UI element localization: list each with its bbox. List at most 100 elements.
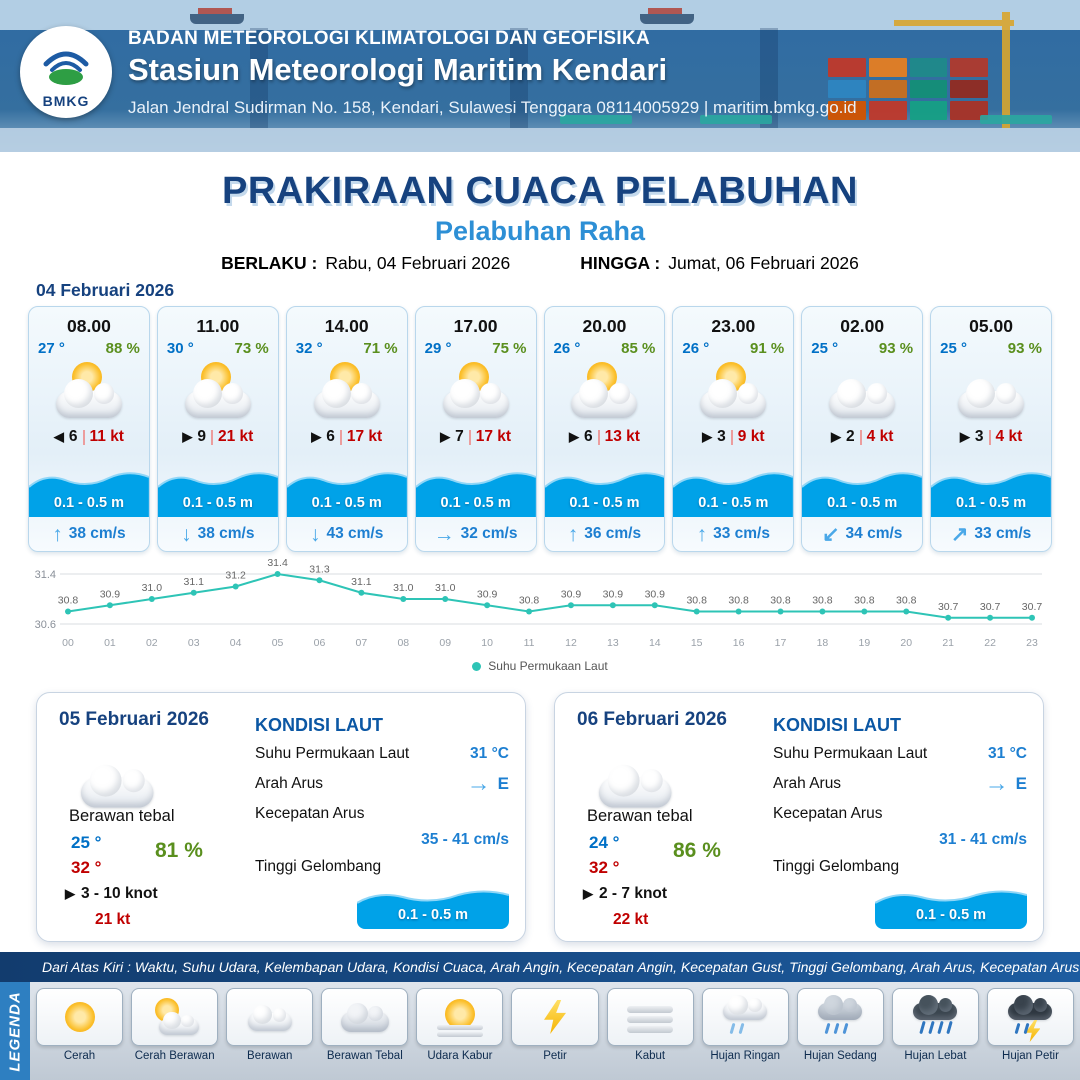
cloud-icon <box>958 378 1025 418</box>
cloud-icon <box>313 378 380 418</box>
sea-current-speed-value: 35 - 41 cm/s <box>421 831 509 848</box>
current-speed: 43 cm/s <box>326 525 384 542</box>
current-speed: 32 cm/s <box>460 525 518 542</box>
wind-separator <box>597 429 600 445</box>
bench-icon <box>980 115 1052 124</box>
berlaku-value: Rabu, 04 Februari 2026 <box>325 253 511 273</box>
slot-wind-row: ◀ 6 11 kt <box>29 428 149 446</box>
sea-sst-label: Suhu Permukaan Laut <box>255 745 410 762</box>
sea-current-direction-label: Arah Arus <box>255 775 324 792</box>
wave-height-band: 0.1 - 0.5 m <box>415 461 536 517</box>
bmkg-logo-text: BMKG <box>42 93 90 109</box>
day-wind-gust: 21 kt <box>95 911 131 928</box>
sea-sst-row: Suhu Permukaan Laut 31 °C <box>255 745 509 763</box>
slot-time: 17.00 <box>453 316 498 336</box>
slot-current-row: ↙ 34 cm/s <box>802 517 922 551</box>
sea-sst-value: 31 °C <box>988 745 1027 762</box>
legend-item: Petir <box>511 988 599 1062</box>
slot-time: 14.00 <box>324 316 369 336</box>
current-speed: 36 cm/s <box>584 525 642 542</box>
svg-text:30.9: 30.9 <box>477 588 498 600</box>
wind-gust: 21 kt <box>217 428 254 445</box>
slot-current-row: ↗ 33 cm/s <box>931 517 1051 551</box>
wind-gust: 4 kt <box>866 428 894 445</box>
svg-text:00: 00 <box>62 637 74 649</box>
legend-weather-icon <box>336 995 394 1039</box>
legend-label: Berawan Tebal <box>326 1050 403 1062</box>
day-condition: Berawan tebal <box>69 807 175 825</box>
current-direction-icon: ↙ <box>821 522 840 546</box>
day-date: 06 Februari 2026 <box>577 709 727 730</box>
legend-title-strip: LEGENDA <box>0 982 30 1080</box>
legend-weather-icon <box>51 995 109 1039</box>
slot-humidity: 91 % <box>750 340 785 357</box>
wave-shape <box>875 890 1027 929</box>
slot-temperature: 27 ° <box>38 340 65 357</box>
cloud-icon <box>723 995 768 1020</box>
svg-text:13: 13 <box>607 637 619 649</box>
current-speed: 34 cm/s <box>845 525 903 542</box>
wind-speed: 3 <box>974 428 984 445</box>
svg-text:09: 09 <box>439 637 451 649</box>
legend-label: Hujan Lebat <box>904 1050 967 1062</box>
wind-separator <box>859 429 862 445</box>
ship-icon <box>640 8 694 24</box>
legend-label: Hujan Sedang <box>803 1050 877 1062</box>
slot-current-row: → 32 cm/s <box>416 517 536 551</box>
legend-weather-icon <box>1001 995 1059 1042</box>
forecast-slot-card: 23.00 26 ° 91 % ▶ 3 9 kt 0.1 - 0.5 m <box>672 306 795 552</box>
cloud-icon <box>829 378 896 418</box>
cloud-icon <box>80 764 154 808</box>
svg-text:06: 06 <box>314 637 326 649</box>
sea-current-speed-label: Kecepatan Arus <box>773 805 883 822</box>
legend-item: Berawan <box>226 988 314 1062</box>
ship-icon <box>190 8 244 24</box>
slot-temperature: 26 ° <box>682 340 710 357</box>
legend-weather-icon <box>431 992 489 1039</box>
wave-shape <box>357 890 509 929</box>
current-direction-icon: ↗ <box>950 522 969 546</box>
wave-shape <box>802 472 923 517</box>
legend-icon-box <box>606 988 694 1046</box>
slot-temp-humidity-row: 32 ° 71 % <box>287 337 407 357</box>
wave-height-band: 0.1 - 0.5 m <box>29 461 149 517</box>
current-direction-icon: → <box>984 770 1009 797</box>
slot-time: 23.00 <box>711 316 756 336</box>
svg-text:30.8: 30.8 <box>686 595 707 607</box>
validity-row: BERLAKU : Rabu, 04 Februari 2026 HINGGA :… <box>0 253 1080 274</box>
containers-icon <box>828 58 988 120</box>
sea-wave-row: Tinggi Gelombang <box>773 858 1027 876</box>
day-wind-row: ▶ 3 - 10 knot <box>65 885 158 903</box>
station-address: Jalan Jendral Sudirman No. 158, Kendari,… <box>128 98 857 117</box>
day-forecast-card: 06 Februari 2026 Berawan tebal 24 ° 32 °… <box>554 692 1044 942</box>
day-wind-range: 2 - 7 knot <box>599 885 668 902</box>
wave-height-band: 0.1 - 0.5 m <box>673 461 794 517</box>
legend-label: Udara Kabur <box>427 1050 493 1062</box>
weather-icon <box>589 746 681 810</box>
slot-current-row: ↓ 43 cm/s <box>287 517 407 551</box>
sst-chart-section: 31.4 30.6 30.8 00 30.9 01 31.0 02 31.1 03 31.2 04 31… <box>28 557 1052 673</box>
svg-text:03: 03 <box>188 637 200 649</box>
sea-sst-label: Suhu Permukaan Laut <box>773 745 928 762</box>
slot-current-row: ↑ 36 cm/s <box>545 517 665 551</box>
weather-icon <box>47 355 131 420</box>
slot-temperature: 29 ° <box>424 340 452 357</box>
cloud-icon <box>247 1004 292 1031</box>
legend-note-bar: Dari Atas Kiri : Waktu, Suhu Udara, Kele… <box>0 952 1080 982</box>
header-beam <box>760 28 778 130</box>
svg-text:20: 20 <box>900 637 912 649</box>
wind-gust: 4 kt <box>995 428 1023 445</box>
sea-sst-row: Suhu Permukaan Laut 31 °C <box>773 745 1027 763</box>
slot-current-row: ↑ 33 cm/s <box>673 517 793 551</box>
svg-text:16: 16 <box>733 637 745 649</box>
rain-drops-icon <box>918 1020 954 1039</box>
legend-icon-box <box>986 988 1075 1046</box>
legend-label: Cerah <box>63 1050 96 1062</box>
svg-text:30.9: 30.9 <box>645 588 666 600</box>
slot-time: 08.00 <box>67 316 111 336</box>
wave-height-band: 0.1 - 0.5 m <box>544 461 665 517</box>
day-date: 05 Februari 2026 <box>59 709 209 730</box>
slot-time: 05.00 <box>969 316 1013 336</box>
station-name: Stasiun Meteorologi Maritim Kendari <box>128 52 668 87</box>
svg-text:05: 05 <box>272 637 284 649</box>
